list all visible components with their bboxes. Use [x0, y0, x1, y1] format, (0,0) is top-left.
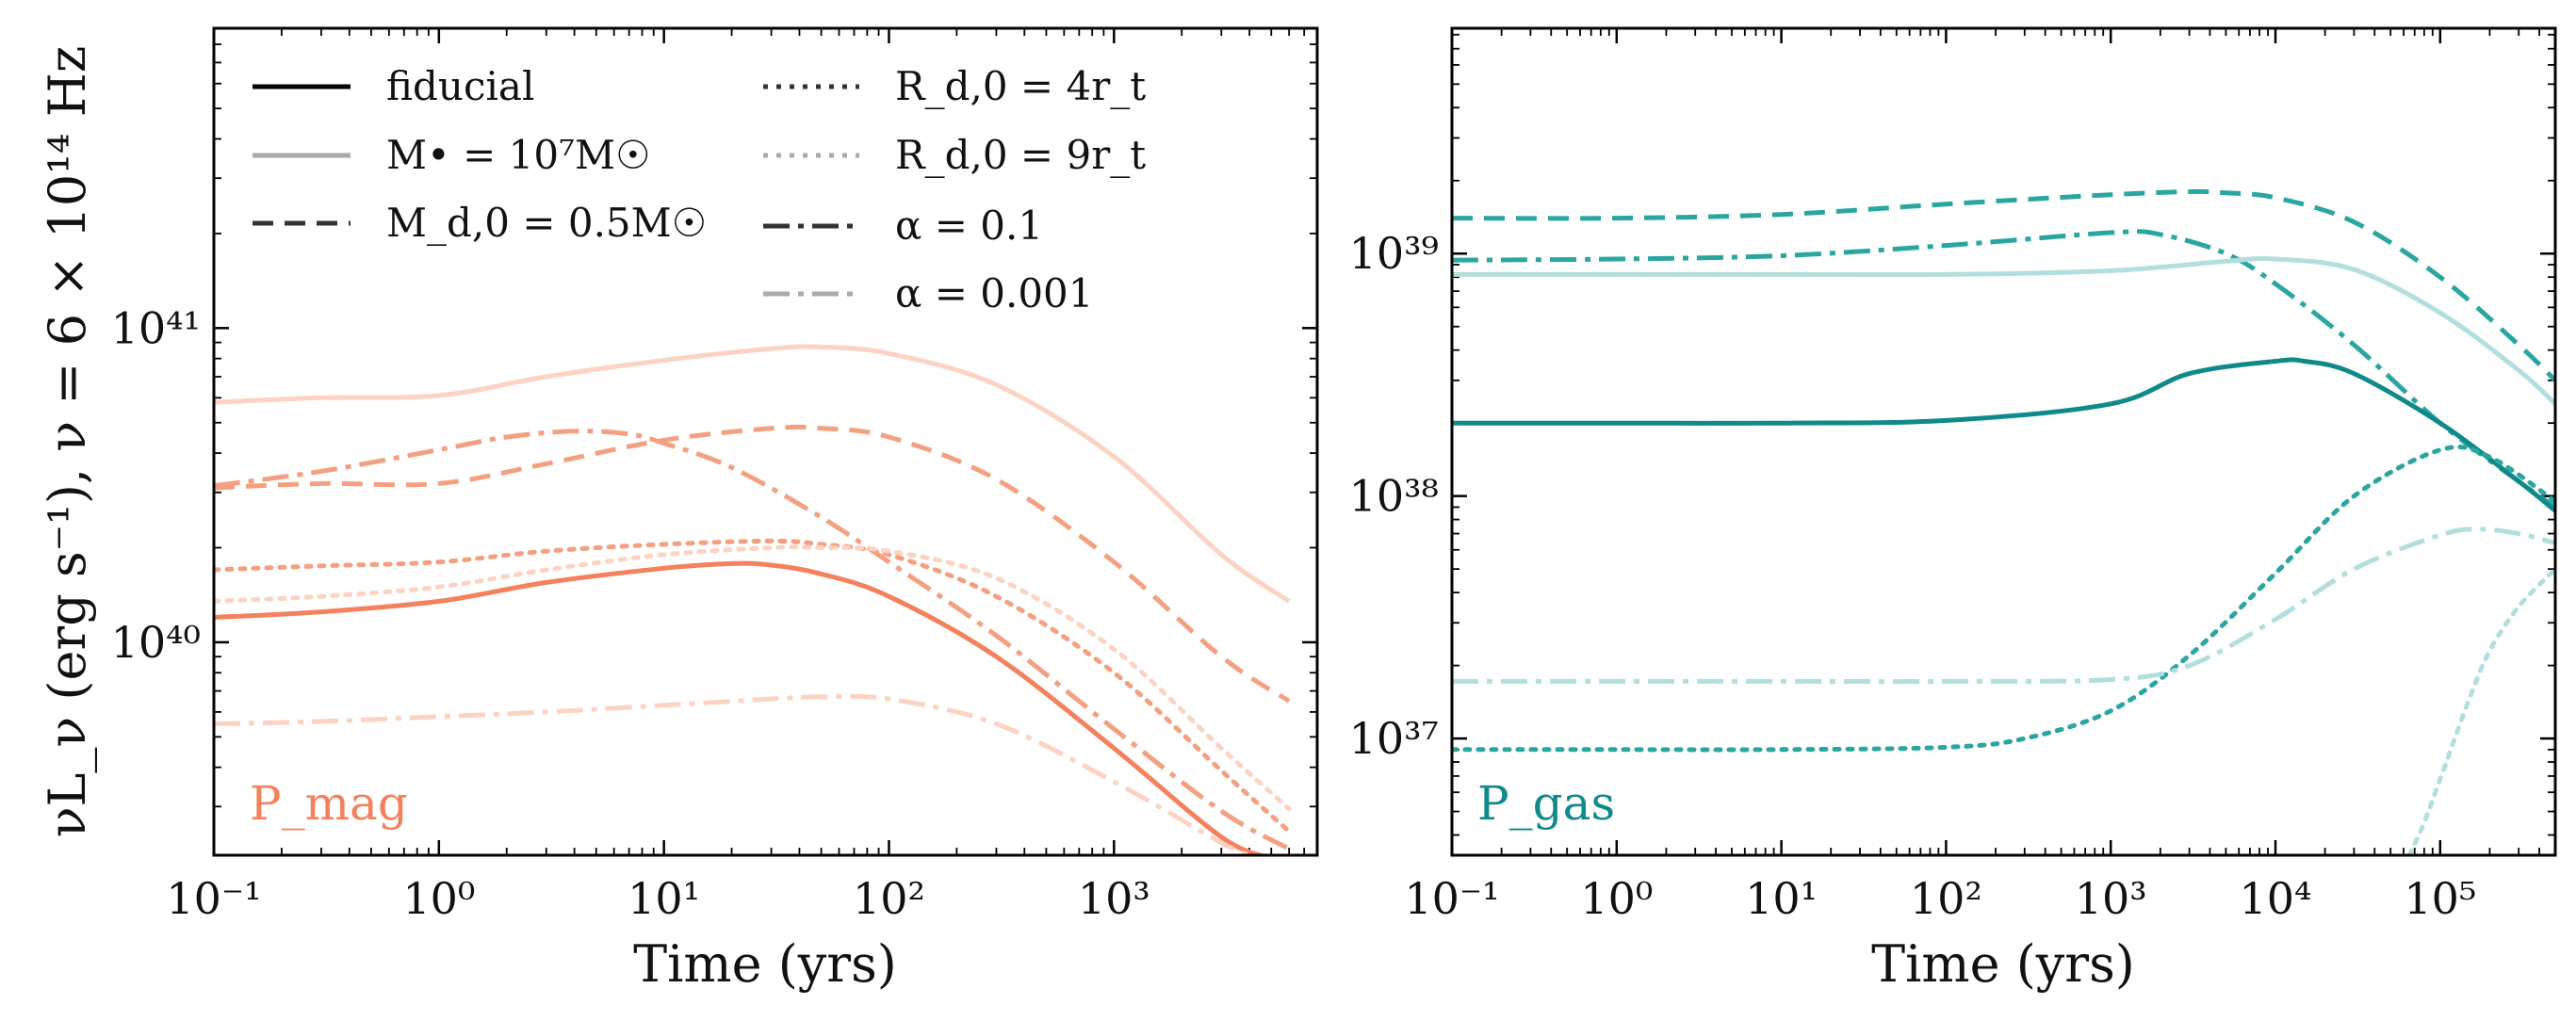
- right-series-fiducial: [1452, 357, 2555, 513]
- right-x-tick-label: 10¹: [1745, 873, 1818, 924]
- left-series-lines: [214, 344, 1292, 855]
- legend-label-r9: R_d,0 = 9r_t: [895, 132, 1146, 178]
- left-axes-frame: [212, 26, 1319, 857]
- right-panel: 10⁻¹ 10⁰ 10¹ 10² 10³ 10⁴ 10⁵ 10³⁷ 10³⁸ 10³⁹ Time …: [1349, 26, 2557, 994]
- left-x-tick-label: 10²: [853, 873, 925, 924]
- left-series-alpha0001: [214, 693, 1251, 855]
- left-series-mdisk: [214, 424, 1291, 704]
- right-x-tick-label: 10⁵: [2404, 873, 2476, 924]
- right-series-alpha0001: [1452, 527, 2555, 685]
- right-x-tick-label: 10²: [1910, 873, 1982, 924]
- legend-label-alpha0001: α = 0.001: [895, 270, 1094, 316]
- left-y-axis-label: νL_ν (erg s⁻¹), ν = 6 × 10¹⁴ Hz: [38, 46, 97, 838]
- left-series-r9: [214, 544, 1292, 812]
- legend-label-r4: R_d,0 = 4r_t: [895, 63, 1146, 109]
- legend-label-mdisk: M_d,0 = 0.5M☉: [386, 200, 707, 246]
- left-axis-ticks: 10⁻¹ 10⁰ 10¹ 10² 10³ 10⁴⁰ 10⁴¹: [111, 28, 1317, 924]
- left-series-mbh: [214, 344, 1291, 604]
- right-x-tick-label: 10³: [2075, 873, 2147, 924]
- right-axis-ticks: 10⁻¹ 10⁰ 10¹ 10² 10³ 10⁴ 10⁵ 10³⁷ 10³⁸ 10³⁹: [1349, 28, 2555, 924]
- right-y-tick-label: 10³⁸: [1349, 471, 1439, 522]
- right-y-tick-label: 10³⁹: [1349, 228, 1439, 279]
- right-series-mdisk: [1452, 188, 2555, 382]
- left-series-fiducial: [214, 560, 1269, 855]
- left-x-tick-label: 10³: [1078, 873, 1150, 924]
- legend-label-mbh: M• = 10⁷M☉: [386, 132, 651, 178]
- legend-label-fiducial: fiducial: [386, 63, 534, 109]
- left-series-alpha01: [214, 429, 1291, 851]
- right-x-tick-label: 10⁻¹: [1404, 873, 1499, 924]
- right-series-mbh: [1452, 255, 2555, 406]
- left-panel-annotation: P_mag: [250, 776, 408, 831]
- right-x-axis-label: Time (yrs): [1871, 934, 2135, 994]
- right-y-tick-label: 10³⁷: [1349, 713, 1439, 764]
- left-y-tick-label: 10⁴¹: [111, 302, 201, 353]
- legend-label-alpha01: α = 0.1: [895, 203, 1043, 249]
- right-axes-frame: [1450, 26, 2557, 857]
- right-x-tick-label: 10⁰: [1580, 873, 1653, 924]
- right-series-lines: [1452, 188, 2555, 855]
- right-panel-annotation: P_gas: [1477, 776, 1615, 831]
- left-x-axis-label: Time (yrs): [633, 934, 897, 994]
- left-x-tick-label: 10¹: [628, 873, 700, 924]
- right-x-tick-label: 10⁴: [2240, 873, 2312, 924]
- left-x-tick-label: 10⁰: [402, 873, 475, 924]
- left-series-r4: [214, 538, 1292, 835]
- left-panel: 10⁻¹ 10⁰ 10¹ 10² 10³ 10⁴⁰ 10⁴¹ Time (yrs) νL_ν…: [38, 26, 1319, 994]
- left-x-tick-label: 10⁻¹: [166, 873, 261, 924]
- right-series-r4: [1452, 445, 2555, 753]
- legend: fiducial M• = 10⁷M☉ M_d,0 = 0.5M☉ R_d,0 …: [253, 63, 1146, 316]
- left-y-tick-label: 10⁴⁰: [111, 617, 201, 668]
